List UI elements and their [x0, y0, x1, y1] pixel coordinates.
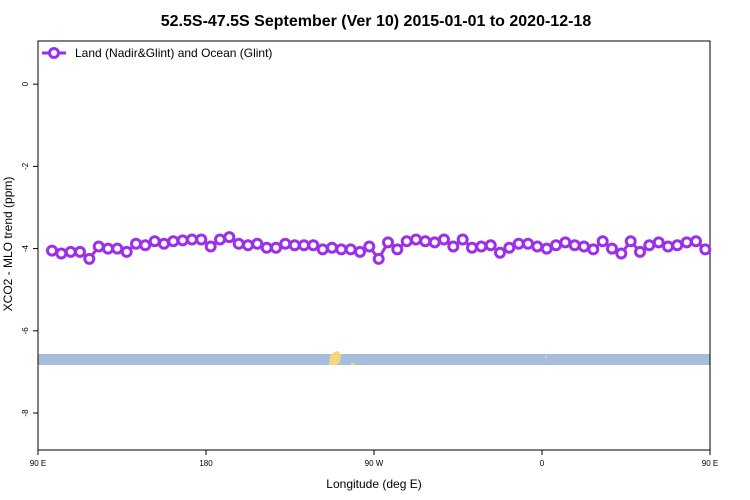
data-point — [699, 243, 712, 256]
data-point — [550, 239, 562, 252]
data-point — [559, 236, 572, 249]
plot-area: 0 -2 -4 -6 -8 90 E 180 90 W 0 90 E — [21, 40, 718, 468]
data-point — [662, 240, 674, 253]
data-point — [363, 240, 376, 253]
x-tick-label: 90 E — [30, 459, 46, 468]
data-point — [690, 235, 702, 248]
land-feature-islands — [351, 363, 355, 365]
y-tick-label: 0 — [21, 81, 30, 86]
data-point — [102, 242, 114, 255]
x-tick-label: 180 — [199, 459, 213, 468]
y-tick-label: -2 — [21, 162, 30, 170]
data-point — [279, 237, 292, 250]
data-point — [335, 243, 348, 256]
data-point — [624, 235, 637, 248]
data-point — [46, 244, 58, 257]
data-point — [74, 245, 86, 258]
data-point — [139, 239, 152, 252]
y-tick-label: -4 — [21, 244, 30, 252]
legend-label: Land (Nadir&Glint) and Ocean (Glint) — [75, 46, 272, 60]
data-point — [447, 240, 460, 253]
data-point — [111, 242, 124, 255]
data-point — [354, 245, 366, 258]
y-axis-label: XCO2 - MLO trend (ppm) — [1, 177, 15, 312]
data-point — [148, 235, 161, 248]
data-point — [316, 243, 329, 256]
data-point — [428, 236, 441, 249]
chart-title: 52.5S-47.5S September (Ver 10) 2015-01-0… — [161, 13, 592, 30]
data-point — [158, 237, 170, 250]
data-point — [419, 235, 432, 248]
data-point — [120, 245, 133, 258]
data-point — [503, 241, 516, 254]
data-point — [531, 240, 544, 253]
data-point — [270, 241, 282, 254]
y-tick-label: -6 — [21, 327, 30, 335]
data-point — [400, 235, 413, 248]
data-point — [223, 231, 236, 244]
data-point — [382, 236, 394, 249]
data-point — [92, 240, 105, 253]
data-point — [568, 239, 581, 252]
data-point — [671, 239, 684, 252]
land-feature-island — [545, 356, 547, 358]
data-point — [512, 237, 525, 250]
legend: Land (Nadir&Glint) and Ocean (Glint) — [42, 46, 272, 60]
data-point — [494, 246, 506, 259]
x-tick-label: 90 E — [702, 459, 718, 468]
data-point — [307, 239, 320, 252]
land-feature-south-america — [329, 351, 341, 365]
data-point — [232, 237, 245, 250]
land-mask-strip — [38, 354, 710, 365]
data-point — [475, 240, 488, 253]
legend-marker-swatch — [48, 47, 60, 59]
data-point — [55, 247, 68, 260]
data-point — [288, 239, 301, 252]
data-point — [186, 233, 198, 246]
data-point — [130, 237, 142, 250]
data-point — [326, 241, 338, 254]
data-point — [251, 237, 264, 250]
data-point — [615, 247, 628, 260]
data-point — [540, 242, 553, 255]
data-point — [167, 235, 180, 248]
data-point — [522, 237, 534, 250]
data-point — [344, 243, 357, 256]
data-point — [643, 239, 656, 252]
x-tick-label: 90 W — [365, 459, 384, 468]
data-point — [466, 241, 478, 254]
data-point — [606, 242, 618, 255]
data-point — [587, 243, 600, 256]
x-tick-label: 0 — [540, 459, 545, 468]
data-point — [195, 233, 208, 246]
data-point — [176, 234, 189, 247]
data-point — [391, 243, 404, 256]
data-point — [260, 241, 273, 254]
data-point — [83, 252, 96, 265]
data-point — [596, 235, 609, 248]
data-point — [242, 239, 254, 252]
y-tick-label: -8 — [21, 409, 30, 417]
data-point — [438, 233, 450, 246]
data-point — [64, 245, 77, 258]
data-point — [298, 239, 310, 252]
data-point — [456, 233, 469, 246]
data-point — [372, 252, 385, 265]
data-point — [634, 245, 646, 258]
data-point — [410, 233, 422, 246]
data-point — [680, 236, 693, 249]
data-point — [652, 236, 665, 249]
data-point — [578, 240, 590, 253]
data-point — [484, 239, 497, 252]
x-axis-label: Longitude (deg E) — [326, 477, 421, 491]
data-point — [204, 240, 217, 253]
data-point — [214, 233, 226, 246]
